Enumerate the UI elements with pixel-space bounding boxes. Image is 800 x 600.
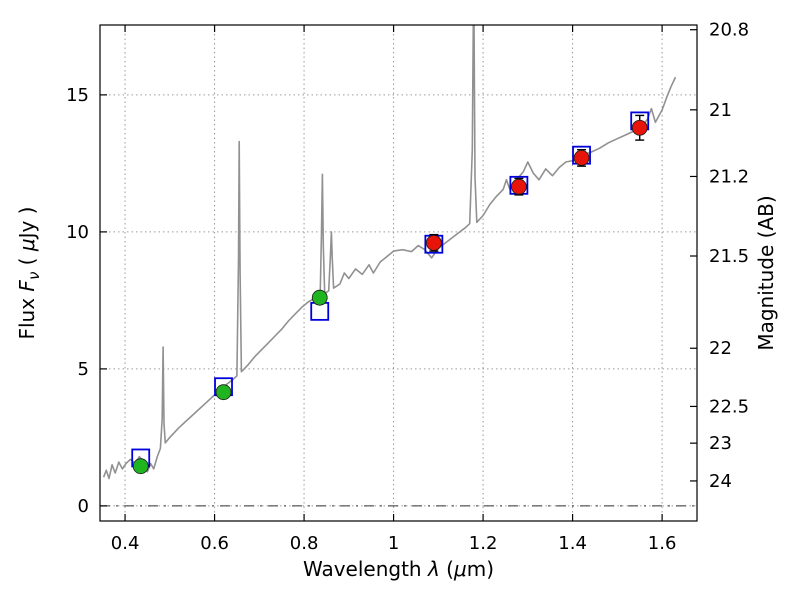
gridlines [100,25,697,521]
x-tick-label: 0.8 [290,533,319,554]
magnitude-tick-label: 24 [709,471,732,492]
flux-tick-label: 15 [66,85,89,106]
photometry-point [215,384,232,401]
magnitude-tick-label: 23 [709,433,732,454]
photometry-point [573,150,590,166]
y-axis-label-right: Magnitude (AB) [754,195,778,350]
photometry-point [311,289,328,306]
tick-labels: 0.4 0.6 0.8 1 1.2 1.4 1.6 0 5 10 15 20.8 21 21.2 21.5 2… [66,20,749,554]
photometry-point [132,458,149,475]
x-axis-label: Wavelength λ (μm) [303,557,494,581]
model-photometry-squares [131,111,650,468]
x-tick-label: 1.2 [469,533,498,554]
flux-tick-label: 5 [78,359,89,380]
magnitude-tick-label: 20.8 [709,20,749,41]
x-tick-label: 1.4 [558,533,587,554]
magnitude-tick-label: 21.5 [709,246,749,267]
x-tick-label: 0.4 [111,533,140,554]
photometry-point [425,234,442,251]
axes-frame [99,24,698,522]
observed-photometry-infrared [425,114,648,252]
photometry-point [510,178,527,195]
tick-marks [100,25,697,521]
magnitude-tick-label: 21.2 [709,167,749,188]
magnitude-tick-label: 22 [709,338,732,359]
magnitude-tick-label: 22.5 [709,396,749,417]
magnitude-tick-label: 21 [709,100,732,121]
x-tick-label: 0.6 [200,533,229,554]
photometry-point [631,119,648,136]
flux-tick-label: 0 [78,496,89,517]
flux-tick-label: 10 [66,222,89,243]
y-axis-label-left: Flux Fν ( μJy ) [15,206,43,339]
observed-photometry-optical [132,289,328,475]
spectrum-line [102,25,677,480]
x-tick-label: 1.6 [648,533,677,554]
x-tick-label: 1 [388,533,399,554]
